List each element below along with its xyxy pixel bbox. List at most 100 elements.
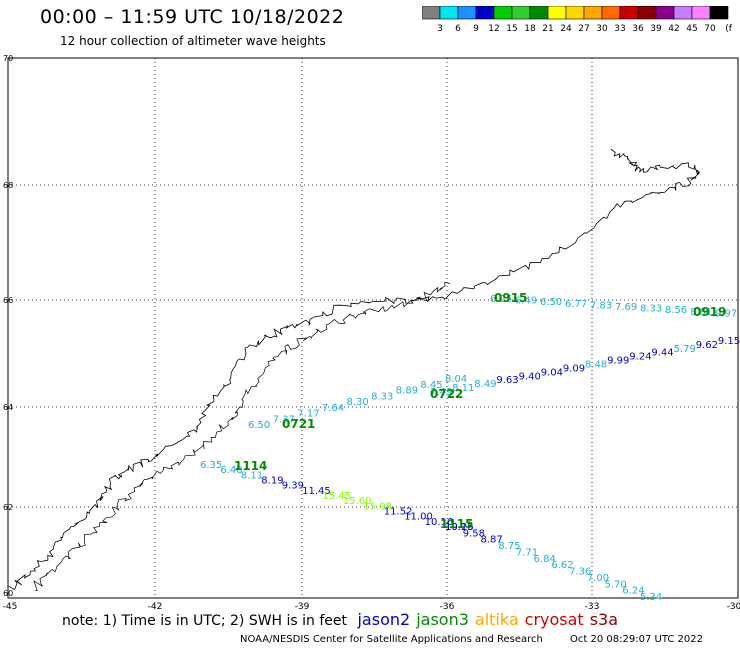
wave-height-label: 8.81: [690, 307, 712, 318]
wave-height-label: 7.71: [516, 548, 538, 559]
wave-height-label: 6.48: [220, 465, 242, 476]
map-title: 00:00 – 11:59 UTC 10/18/2022: [40, 6, 345, 28]
lon-label: -30: [727, 602, 740, 612]
wave-height-label: 7.69: [615, 302, 637, 313]
scale-label: 3: [437, 24, 443, 34]
wave-height-label: 9.15: [718, 336, 740, 347]
wave-height-label: 8.33: [640, 304, 662, 315]
pass-time-label: 0919: [693, 305, 726, 319]
wave-height-label: 6.62: [551, 560, 573, 571]
scale-label: 42: [668, 24, 679, 34]
wave-height-label: 9.24: [629, 352, 651, 363]
wave-height-label: 5.79: [674, 344, 696, 355]
lon-label: -36: [440, 602, 455, 612]
satellite-legend-item: jason3: [416, 610, 469, 629]
footer-note: note: 1) Time is in UTC; 2) SWH is in fe…: [62, 613, 348, 629]
wave-height-label: 8.56: [665, 305, 687, 316]
wave-height-label: 9.99: [607, 356, 629, 367]
wave-height-label: 9.97: [715, 308, 737, 319]
wave-height-label: 8.75: [498, 541, 520, 552]
credit-text: NOAA/NESDIS Center for Satellite Applica…: [240, 634, 543, 645]
scale-label: 9: [473, 24, 479, 34]
wave-height-label: 8.89: [396, 386, 418, 397]
scale-label: 39: [650, 24, 662, 34]
scale-label: 24: [560, 24, 572, 34]
wave-height-label: 15.45: [323, 491, 352, 502]
satellite-legend-item: cryosat: [524, 610, 584, 629]
scale-label: 27: [578, 24, 589, 34]
wave-height-label: 6.84: [534, 554, 556, 565]
lat-label: 62: [3, 503, 13, 512]
wave-height-label: 9.63: [496, 375, 518, 386]
scale-label: 21: [542, 24, 553, 34]
wave-height-label: 11.45: [302, 486, 331, 497]
lon-label: -45: [3, 602, 18, 612]
wave-height-label: 11.52: [384, 507, 413, 518]
wave-height-label: 8.11: [241, 470, 263, 481]
wave-height-label: 9.09: [563, 363, 585, 374]
lat-label: 68: [3, 181, 13, 190]
altimeter-track: 6.356.488.118.199.3911.4515.4515.6015.98…: [200, 459, 474, 533]
wave-height-label: 8.87: [481, 535, 503, 546]
scale-label: 15: [506, 24, 517, 34]
scale-label: 33: [614, 24, 625, 34]
coastline-inner: [33, 281, 450, 592]
footer-credit-row: NOAA/NESDIS Center for Satellite Applica…: [240, 634, 727, 645]
altimeter-track: 6.25 6.49 6.50 6.77 7.83 7.69 8.33 8.56 8.81 9.97…: [490, 291, 737, 319]
altimeter-track: 7.49 8.11 8.49 9.63 9.40 9.04 9.09 8.48 9.99 9.24…: [430, 336, 740, 401]
altimeter-track: 10.169.588.878.757.716.846.627.367.005.7…: [440, 517, 662, 603]
wave-height-label: 5.70: [605, 579, 627, 590]
wave-height-label: 6.35: [200, 460, 222, 471]
wave-height-label: 8.11: [452, 383, 474, 394]
lat-label: 66: [3, 296, 13, 305]
altimeter-track: 6.507.377.177.648.308.338.898.458.04 0721: [248, 374, 467, 431]
wave-height-label: 8.48: [585, 360, 607, 371]
wave-height-label: 8.33: [371, 391, 393, 402]
pass-time-label: 1114: [234, 459, 267, 473]
wave-height-label: 7.49: [430, 387, 452, 398]
wave-height-label: 10.16: [445, 522, 474, 533]
wave-height-label: 6.77: [565, 299, 587, 310]
scale-label: 30: [596, 24, 608, 34]
lon-label: -42: [148, 602, 163, 612]
lon-label: -33: [585, 602, 600, 612]
coastline: [8, 148, 700, 591]
wave-height-label: 15.60: [343, 496, 372, 507]
altimeter-track: 0919: [693, 305, 726, 319]
satellite-legend-item: s3a: [589, 610, 619, 629]
lat-label: 70: [3, 54, 13, 63]
scale-label: 70: [704, 24, 716, 34]
wave-height-label: 11.00: [404, 512, 433, 523]
wave-height-label: 10.16: [425, 517, 454, 528]
scale-label: 45: [686, 24, 697, 34]
scale-swatch: [709, 6, 729, 20]
wave-height-label: 8.19: [261, 476, 283, 487]
satellite-legend: jason2 jason3 altika cryosat s3a: [357, 610, 624, 629]
lat-label: 64: [3, 403, 13, 412]
wave-height-label: 7.83: [590, 300, 612, 311]
wave-height-label: 6.49: [515, 296, 537, 307]
wave-height-label: 8.04: [445, 374, 467, 385]
wave-height-label: 9.39: [282, 481, 304, 492]
wave-height-label: 9.44: [651, 348, 673, 359]
satellite-legend-item: altika: [474, 610, 519, 629]
satellite-legend-item: jason2: [357, 610, 411, 629]
wave-height-label: 10.25: [445, 522, 474, 533]
scale-label: 12: [488, 24, 499, 34]
wave-height-label: 8.49: [474, 379, 496, 390]
wave-height-label: 7.00: [587, 573, 609, 584]
scale-label: 36: [632, 24, 644, 34]
lon-label: -39: [295, 602, 310, 612]
scale-label: 6: [455, 24, 461, 34]
wave-height-label: 15.98: [363, 501, 392, 512]
wave-height-label: 6.50: [248, 420, 270, 431]
wave-height-label: 9.58: [463, 528, 485, 539]
wave-height-label: 9.62: [696, 340, 718, 351]
pass-time-label: 0721: [282, 417, 315, 431]
wave-height-label: 7.36: [569, 567, 591, 578]
wave-height-label: 5.34: [640, 592, 662, 603]
wave-height-label: 6.25: [490, 294, 512, 305]
wave-height-label: 8.45: [420, 380, 442, 391]
wave-height-label: 7.37: [273, 414, 295, 425]
